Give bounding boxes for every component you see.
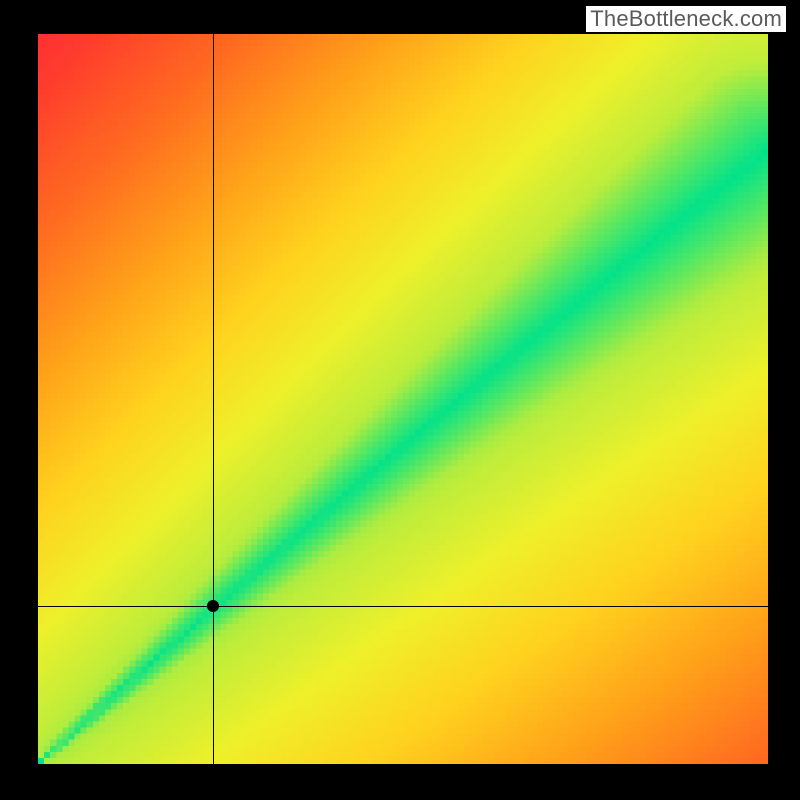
watermark-text: TheBottleneck.com <box>586 6 786 32</box>
heatmap-plot <box>38 34 768 764</box>
heatmap-canvas <box>38 34 768 764</box>
crosshair-horizontal-line <box>38 606 768 607</box>
crosshair-vertical-line <box>213 34 214 764</box>
crosshair-marker <box>207 600 219 612</box>
